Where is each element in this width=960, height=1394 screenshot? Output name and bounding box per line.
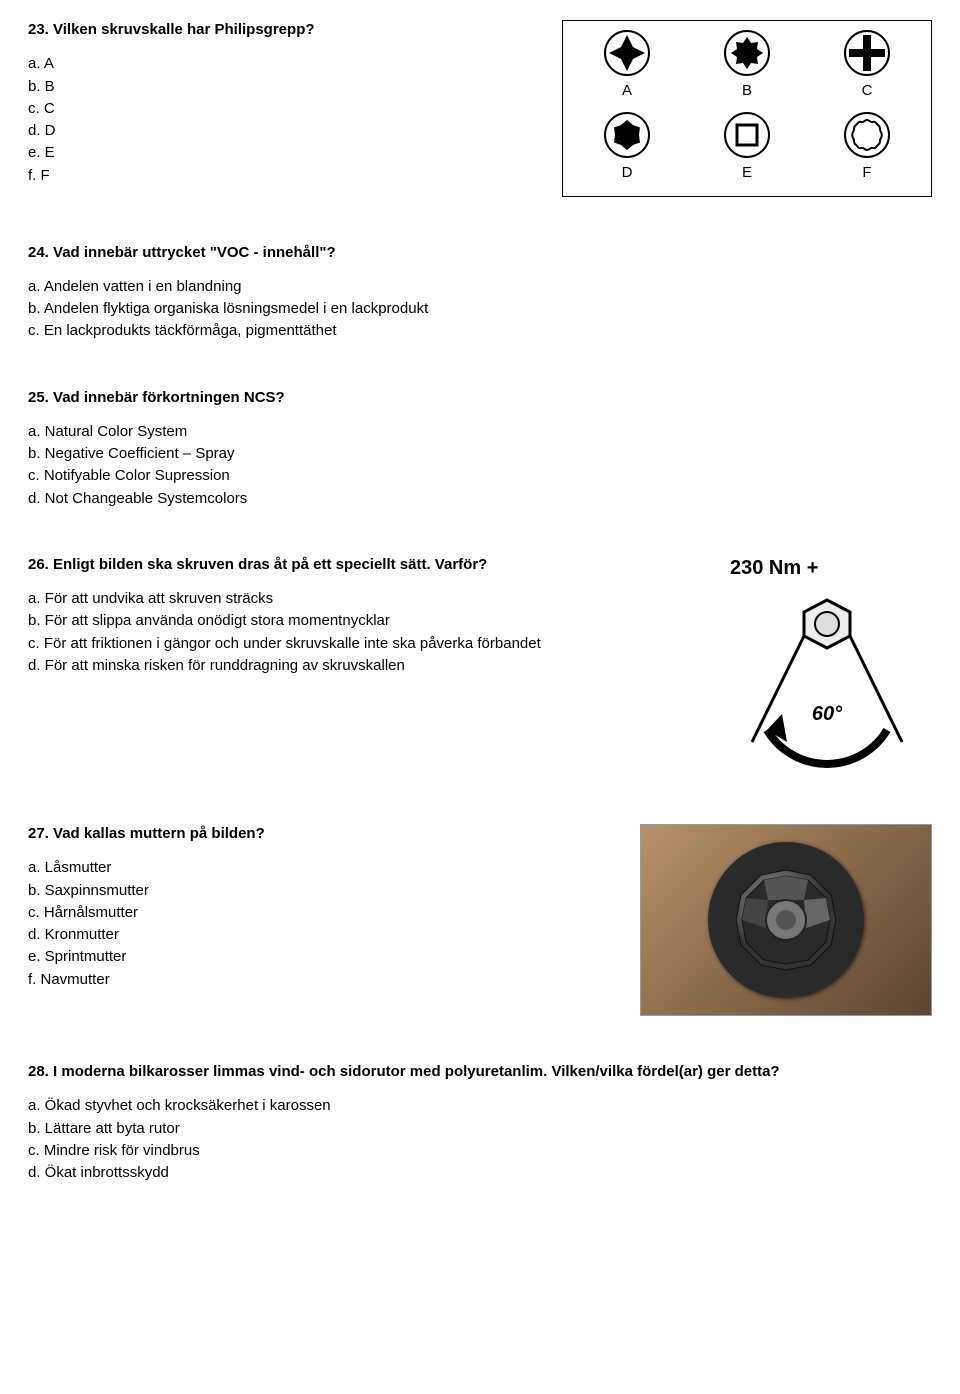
q28-answer-a: a. Ökad styvhet och krocksäkerhet i karo… (28, 1096, 932, 1116)
label-a: A (622, 82, 632, 99)
q28-answers: a. Ökad styvhet och krocksäkerhet i karo… (28, 1096, 932, 1183)
q23-answer-b: b. B (28, 77, 532, 97)
q26-answers: a. För att undvika att skruven sträcks b… (28, 589, 692, 676)
q24-answer-c: c. En lackprodukts täckförmåga, pigmentt… (28, 321, 932, 341)
q23-answers: a. A b. B c. C d. D e. E f. F (28, 54, 532, 186)
question-25: 25. Vad innebär förkortningen NCS? a. Na… (28, 388, 932, 509)
question-28: 28. I moderna bilkarosser limmas vind- o… (28, 1062, 932, 1183)
q24-answer-a: a. Andelen vatten i en blandning (28, 277, 932, 297)
q27-answer-b: b. Saxpinnsmutter (28, 881, 610, 901)
q25-answer-b: b. Negative Coefficient – Spray (28, 444, 932, 464)
q27-title: 27. Vad kallas muttern på bilden? (28, 824, 610, 844)
screw-head-d: D (577, 111, 677, 183)
q23-diagram: A B C D E (562, 20, 932, 197)
q26-answer-d: d. För att minska risken för runddragnin… (28, 656, 692, 676)
q24-answers: a. Andelen vatten i en blandning b. Ande… (28, 277, 932, 342)
q28-title: 28. I moderna bilkarosser limmas vind- o… (28, 1062, 932, 1082)
question-27: 27. Vad kallas muttern på bilden? a. Lås… (28, 824, 932, 1016)
angle-label: 60° (812, 703, 843, 725)
q27-answer-f: f. Navmutter (28, 970, 610, 990)
q23-title: 23. Vilken skruvskalle har Philipsgrepp? (28, 20, 532, 40)
q28-answer-b: b. Lättare att byta rutor (28, 1119, 932, 1139)
q26-title: 26. Enligt bilden ska skruven dras åt på… (28, 555, 692, 575)
q26-answer-b: b. För att slippa använda onödigt stora … (28, 611, 692, 631)
label-b: B (742, 82, 752, 99)
q25-answer-c: c. Notifyable Color Supression (28, 466, 932, 486)
q23-answer-c: c. C (28, 99, 532, 119)
question-23: 23. Vilken skruvskalle har Philipsgrepp?… (28, 20, 932, 197)
screw-head-f: F (817, 111, 917, 183)
q25-answers: a. Natural Color System b. Negative Coef… (28, 422, 932, 509)
torque-label: 230 Nm + (730, 555, 932, 582)
screw-head-b: B (697, 29, 797, 101)
label-d: D (622, 164, 633, 181)
q27-answer-d: d. Kronmutter (28, 925, 610, 945)
label-c: C (862, 82, 873, 99)
screw-head-c: C (817, 29, 917, 101)
q25-answer-d: d. Not Changeable Systemcolors (28, 489, 932, 509)
q27-answer-e: e. Sprintmutter (28, 947, 610, 967)
label-f: F (862, 164, 871, 181)
screw-head-e: E (697, 111, 797, 183)
screw-head-a: A (577, 29, 677, 101)
q26-figure: 230 Nm + 60° (722, 555, 932, 778)
question-24: 24. Vad innebär uttrycket "VOC - innehål… (28, 243, 932, 342)
q23-answer-d: d. D (28, 121, 532, 141)
q24-answer-b: b. Andelen flyktiga organiska lösningsme… (28, 299, 932, 319)
q23-answer-e: e. E (28, 143, 532, 163)
q24-title: 24. Vad innebär uttrycket "VOC - innehål… (28, 243, 932, 263)
q25-answer-a: a. Natural Color System (28, 422, 932, 442)
question-26: 26. Enligt bilden ska skruven dras åt på… (28, 555, 932, 778)
q23-answer-a: a. A (28, 54, 532, 74)
q28-answer-d: d. Ökat inbrottsskydd (28, 1163, 932, 1183)
label-e: E (742, 164, 752, 181)
q27-answers: a. Låsmutter b. Saxpinnsmutter c. Hårnål… (28, 858, 610, 990)
q26-answer-c: c. För att friktionen i gängor och under… (28, 634, 692, 654)
q27-photo (640, 824, 932, 1016)
q23-answer-f: f. F (28, 166, 532, 186)
q25-title: 25. Vad innebär förkortningen NCS? (28, 388, 932, 408)
q28-answer-c: c. Mindre risk för vindbrus (28, 1141, 932, 1161)
q27-answer-c: c. Hårnålsmutter (28, 903, 610, 923)
q26-answer-a: a. För att undvika att skruven sträcks (28, 589, 692, 609)
q27-answer-a: a. Låsmutter (28, 858, 610, 878)
